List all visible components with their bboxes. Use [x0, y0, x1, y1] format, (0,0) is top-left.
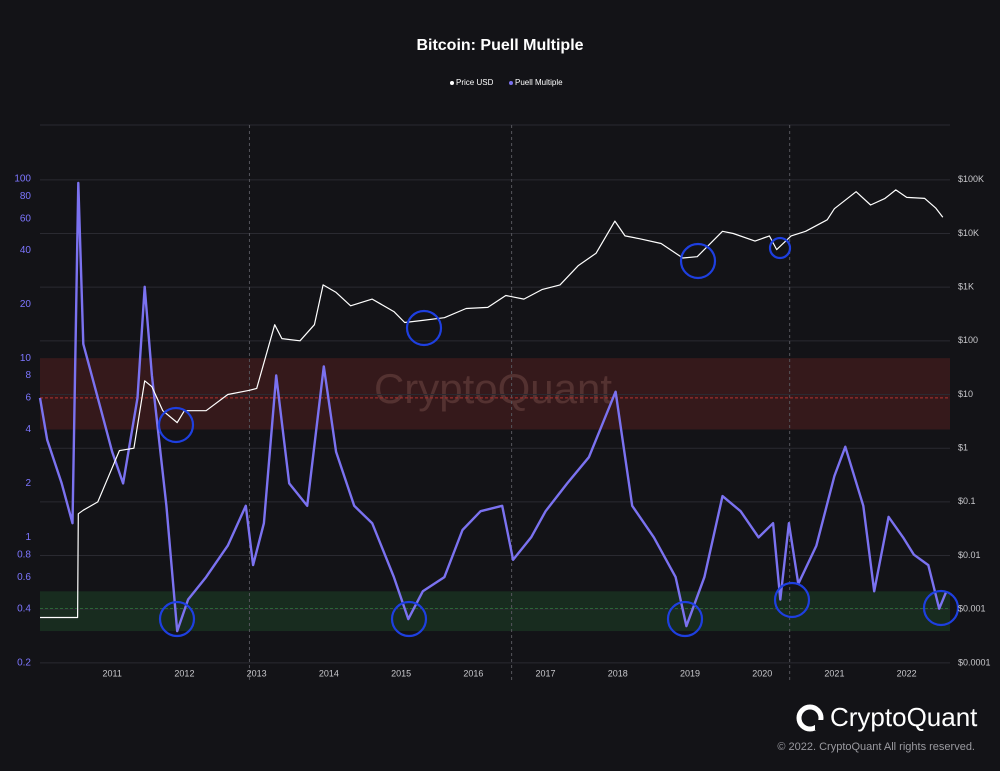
- y-tick-label: 100: [14, 174, 31, 185]
- y-tick-label: 1: [25, 532, 31, 543]
- brand-name: CryptoQuant: [830, 702, 978, 732]
- x-tick-label: 2012: [174, 668, 194, 678]
- y-tick-label: 0.6: [17, 572, 31, 583]
- highlight-circle: [666, 600, 704, 638]
- series-line: [40, 189, 944, 619]
- y-tick-label: 40: [20, 245, 32, 256]
- y2-tick-label: $0.001: [958, 604, 986, 614]
- x-tick-label: 2013: [247, 668, 267, 678]
- y2-tick-label: $10: [958, 389, 973, 399]
- y2-tick-label: $10K: [958, 228, 979, 238]
- x-tick-label: 2015: [391, 668, 411, 678]
- chart-title: Bitcoin: Puell Multiple: [416, 37, 583, 54]
- y-tick-label: 0.2: [17, 657, 31, 668]
- y-tick-label: 10: [20, 353, 32, 364]
- y2-tick-label: $0.1: [958, 496, 976, 506]
- x-tick-label: 2011: [103, 668, 122, 678]
- legend-marker: [450, 81, 454, 85]
- highlight-circle: [405, 309, 443, 347]
- highlight-circle: [773, 581, 811, 619]
- x-tick-label: 2022: [897, 668, 917, 678]
- x-tick-label: 2017: [536, 668, 556, 678]
- copyright: © 2022. CryptoQuant All rights reserved.: [777, 741, 975, 753]
- x-tick-label: 2014: [319, 668, 339, 678]
- zone-band: [40, 358, 950, 430]
- y-tick-label: 0.8: [17, 549, 31, 560]
- highlight-circle: [157, 406, 195, 444]
- y-tick-label: 20: [20, 299, 32, 310]
- y-tick-label: 4: [25, 424, 31, 435]
- y-tick-label: 0.4: [17, 603, 31, 614]
- y2-tick-label: $0.01: [958, 550, 981, 560]
- y2-tick-label: $100K: [958, 174, 984, 184]
- brand-logo: CryptoQuant: [796, 702, 978, 732]
- legend-marker: [509, 81, 513, 85]
- y2-tick-label: $1: [958, 443, 968, 453]
- highlight-circle: [390, 600, 428, 638]
- highlight-circle: [922, 589, 960, 627]
- y-tick-label: 60: [20, 213, 32, 224]
- logo-icon: [796, 704, 824, 732]
- annotations: [157, 236, 960, 638]
- y2-tick-label: $100: [958, 335, 978, 345]
- logo-cut: [815, 720, 825, 730]
- x-tick-label: 2020: [752, 668, 772, 678]
- x-tick-label: 2016: [463, 668, 483, 678]
- highlight-circle: [768, 236, 792, 260]
- legend-label: Puell Multiple: [515, 78, 563, 87]
- series-line: [38, 181, 948, 633]
- y-tick-label: 2: [25, 478, 31, 489]
- highlight-circle: [158, 600, 196, 638]
- y2-tick-label: $1K: [958, 282, 974, 292]
- x-tick-label: 2021: [824, 668, 844, 678]
- highlight-circle: [679, 242, 717, 280]
- y2-tick-label: $0.0001: [958, 657, 991, 667]
- watermark: CryptoQuant: [374, 365, 612, 412]
- y-tick-label: 8: [25, 370, 31, 381]
- legend-label: Price USD: [456, 78, 494, 87]
- y-tick-label: 6: [25, 393, 31, 404]
- x-tick-label: 2019: [680, 668, 700, 678]
- y-tick-label: 80: [20, 191, 32, 202]
- x-tick-label: 2018: [608, 668, 628, 678]
